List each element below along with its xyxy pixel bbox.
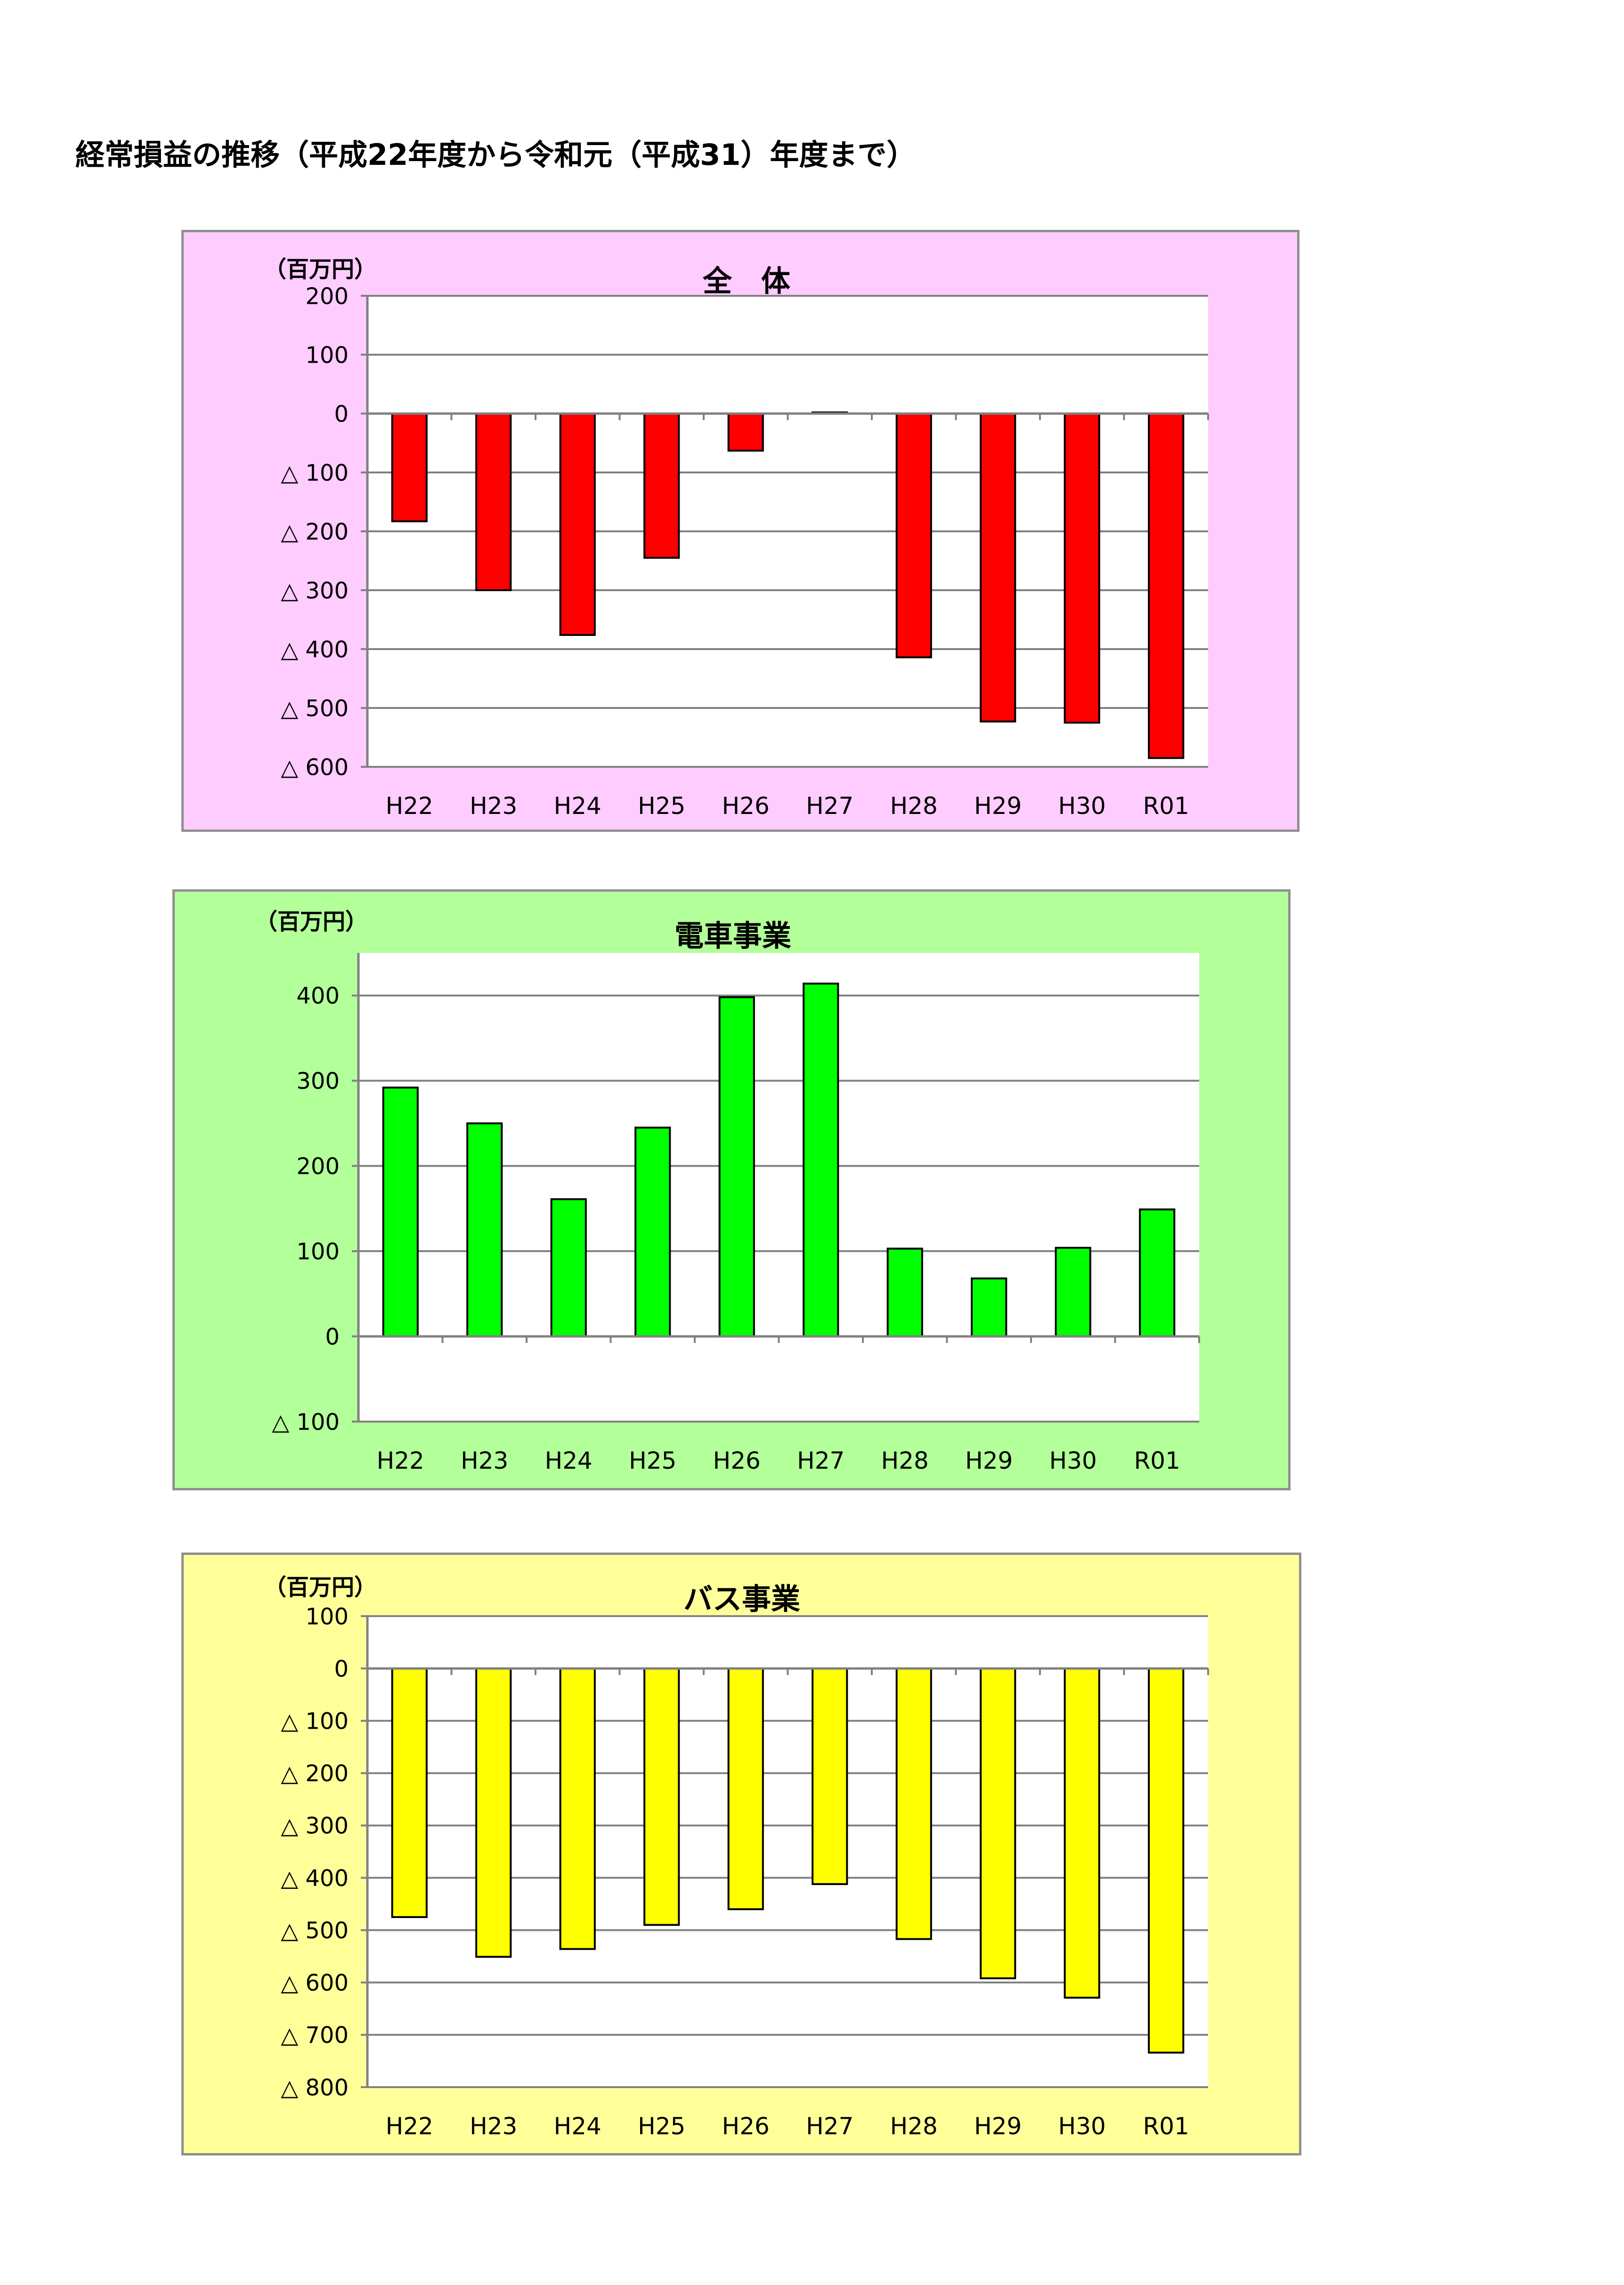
x-tick-label: H25	[638, 792, 685, 820]
chart-overall: 200 100 0 △ 100 △ 200 △ 300 △ 400 △ 500 △ 600 H22…	[264, 256, 1209, 820]
y-tick-label: △ 700	[281, 2022, 349, 2049]
y-tick-label: 400	[296, 983, 340, 1009]
bar-H22	[382, 1086, 419, 1338]
y-tick-label: △ 100	[281, 460, 349, 486]
bar-H23	[475, 413, 512, 591]
y-tick-label: △ 200	[281, 519, 349, 545]
bar-H22	[391, 1667, 428, 1918]
y-tick-label: 0	[325, 1324, 340, 1350]
unit-label: （百万円）	[264, 256, 377, 283]
x-tick-label: H24	[554, 792, 601, 820]
x-tick-label: H29	[974, 2113, 1022, 2140]
y-tick-label: △ 500	[281, 1918, 349, 1944]
y-tick-label: 100	[296, 1238, 340, 1265]
x-tick-label: H23	[470, 2113, 517, 2140]
y-tick-label: △ 300	[281, 577, 349, 604]
x-tick-label: R01	[1134, 1447, 1180, 1474]
x-tick-label: H28	[881, 1447, 929, 1474]
y-tick-label: 300	[296, 1068, 340, 1095]
bar-H27	[812, 1667, 848, 1885]
unit-label: （百万円）	[264, 1574, 377, 1601]
x-tick-label: H30	[1049, 1447, 1097, 1474]
x-tick-label: H27	[806, 2113, 853, 2140]
bar-R01	[1148, 413, 1185, 759]
x-tick-label: R01	[1143, 792, 1189, 820]
bar-H22	[391, 413, 428, 522]
y-tick-label: 0	[334, 401, 349, 427]
bar-H25	[643, 1667, 680, 1926]
x-tick-label: H25	[629, 1447, 676, 1474]
x-tick-label: H28	[890, 792, 938, 820]
bar-R01	[1139, 1208, 1176, 1338]
x-tick-label: H22	[386, 2113, 433, 2140]
chart-bus: 100 0 △ 100 △ 200 △ 300 △ 400 △ 500 △ 600 △ 700 △…	[264, 1574, 1209, 2140]
y-tick-label: △ 400	[281, 636, 349, 663]
x-tick-label: H27	[797, 1447, 844, 1474]
bar-H26	[727, 1667, 764, 1911]
y-tick-label: 100	[305, 1603, 349, 1630]
bar-H30	[1055, 1246, 1091, 1338]
y-tick-label: △ 800	[281, 2074, 349, 2101]
bar-H30	[1064, 1667, 1100, 1999]
bar-H26	[727, 413, 764, 452]
bar-H30	[1064, 413, 1100, 724]
x-tick-label: H29	[965, 1447, 1013, 1474]
bar-H25	[634, 1126, 671, 1338]
x-tick-label: H26	[713, 1447, 761, 1474]
y-tick-label: △ 300	[281, 1813, 349, 1839]
x-tick-label: H24	[545, 1447, 593, 1474]
chart-title: バス事業	[683, 1582, 800, 1616]
bar-H24	[559, 413, 596, 636]
bar-H28	[886, 1247, 923, 1338]
x-tick-label: H29	[974, 792, 1022, 820]
x-tick-label: H23	[461, 1447, 508, 1474]
y-tick-label: △ 400	[281, 1865, 349, 1892]
bar-H28	[895, 413, 932, 659]
page-title: 経常損益の推移（平成22年度から令和元（平成31）年度まで）	[75, 138, 916, 172]
x-tick-label: H27	[806, 792, 853, 820]
bar-H27	[803, 983, 839, 1338]
chart-panel-bus: 100 0 △ 100 △ 200 △ 300 △ 400 △ 500 △ 600 △ 700 △…	[181, 1553, 1301, 2155]
x-tick-label: H30	[1058, 792, 1106, 820]
bar-H23	[466, 1122, 503, 1338]
y-tick-label: △ 500	[281, 695, 349, 722]
chart-panel-train: 400 300 200 100 0 △ 100 H22 H23 H24 H25 H26 H27 H28 H…	[172, 889, 1291, 1490]
x-tick-label: H30	[1058, 2113, 1106, 2140]
x-tick-label: H22	[377, 1447, 424, 1474]
x-tick-label: R01	[1143, 2113, 1189, 2140]
chart-title: 全 体	[702, 264, 790, 298]
y-tick-label: △ 600	[281, 1970, 349, 1996]
bar-H24	[559, 1667, 596, 1950]
x-tick-label: H24	[554, 2113, 601, 2140]
bar-R01	[1148, 1667, 1185, 2054]
x-tick-label: H26	[722, 2113, 770, 2140]
y-tick-label: △ 200	[281, 1761, 349, 1787]
bar-H25	[643, 413, 680, 559]
x-tick-label: H28	[890, 2113, 938, 2140]
y-tick-label: △ 100	[281, 1708, 349, 1735]
y-tick-label: 200	[296, 1154, 340, 1180]
x-tick-label: H22	[386, 792, 433, 820]
x-tick-label: H25	[638, 2113, 685, 2140]
bar-H23	[475, 1667, 512, 1958]
x-tick-label: H23	[470, 792, 517, 820]
chart-train: 400 300 200 100 0 △ 100 H22 H23 H24 H25 H26 H27 H28 H…	[255, 909, 1200, 1474]
chart-panel-overall: 200 100 0 △ 100 △ 200 △ 300 △ 400 △ 500 △ 600 H22…	[181, 230, 1299, 832]
chart-title: 電車事業	[674, 919, 791, 953]
bar-H29	[980, 1667, 1016, 1979]
bar-H29	[980, 413, 1016, 723]
y-tick-label: 100	[305, 342, 349, 368]
bar-H26	[718, 996, 755, 1338]
y-tick-label: 200	[305, 283, 349, 309]
y-tick-label: △ 100	[272, 1409, 340, 1435]
bar-H28	[895, 1667, 932, 1940]
bar-H24	[550, 1198, 587, 1338]
y-tick-label: 0	[334, 1656, 349, 1682]
y-tick-label: △ 600	[281, 754, 349, 781]
x-tick-label: H26	[722, 792, 770, 820]
bar-H29	[971, 1277, 1007, 1338]
unit-label: （百万円）	[255, 909, 368, 935]
